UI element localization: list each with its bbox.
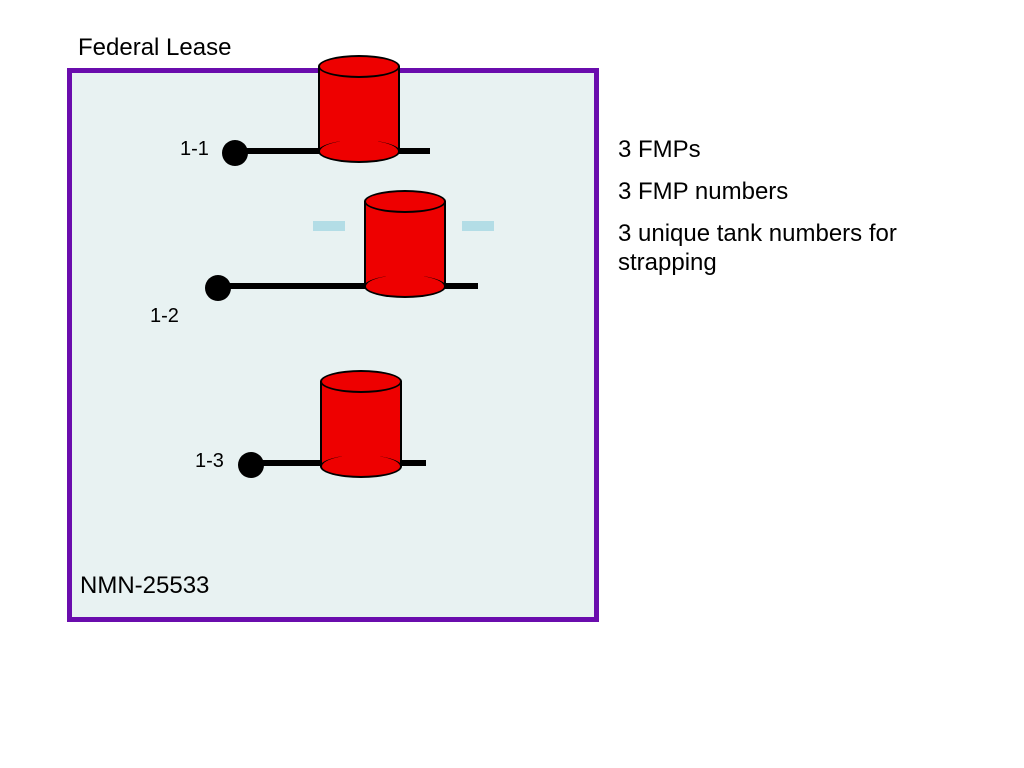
highlight-mark — [313, 221, 345, 231]
lease-title: Federal Lease — [78, 34, 231, 62]
lease-code: NMN-25533 — [80, 572, 209, 600]
note-line: 3 unique tank numbers for strapping — [618, 220, 918, 278]
well-label: 1-3 — [195, 450, 224, 473]
tank-cylinder-icon — [320, 370, 402, 478]
note-line: 3 FMPs — [618, 136, 701, 165]
tank-cylinder-icon — [364, 190, 446, 298]
diagram-canvas: Federal Lease NMN-25533 3 FMPs 3 FMP numb… — [0, 0, 1024, 768]
well-label: 1-2 — [150, 305, 179, 328]
well-dot — [222, 140, 248, 166]
well-label: 1-1 — [180, 138, 209, 161]
well-dot — [238, 452, 264, 478]
note-line: 3 FMP numbers — [618, 178, 788, 207]
highlight-mark — [462, 221, 494, 231]
tank-cylinder-icon — [318, 55, 400, 163]
well-dot — [205, 275, 231, 301]
